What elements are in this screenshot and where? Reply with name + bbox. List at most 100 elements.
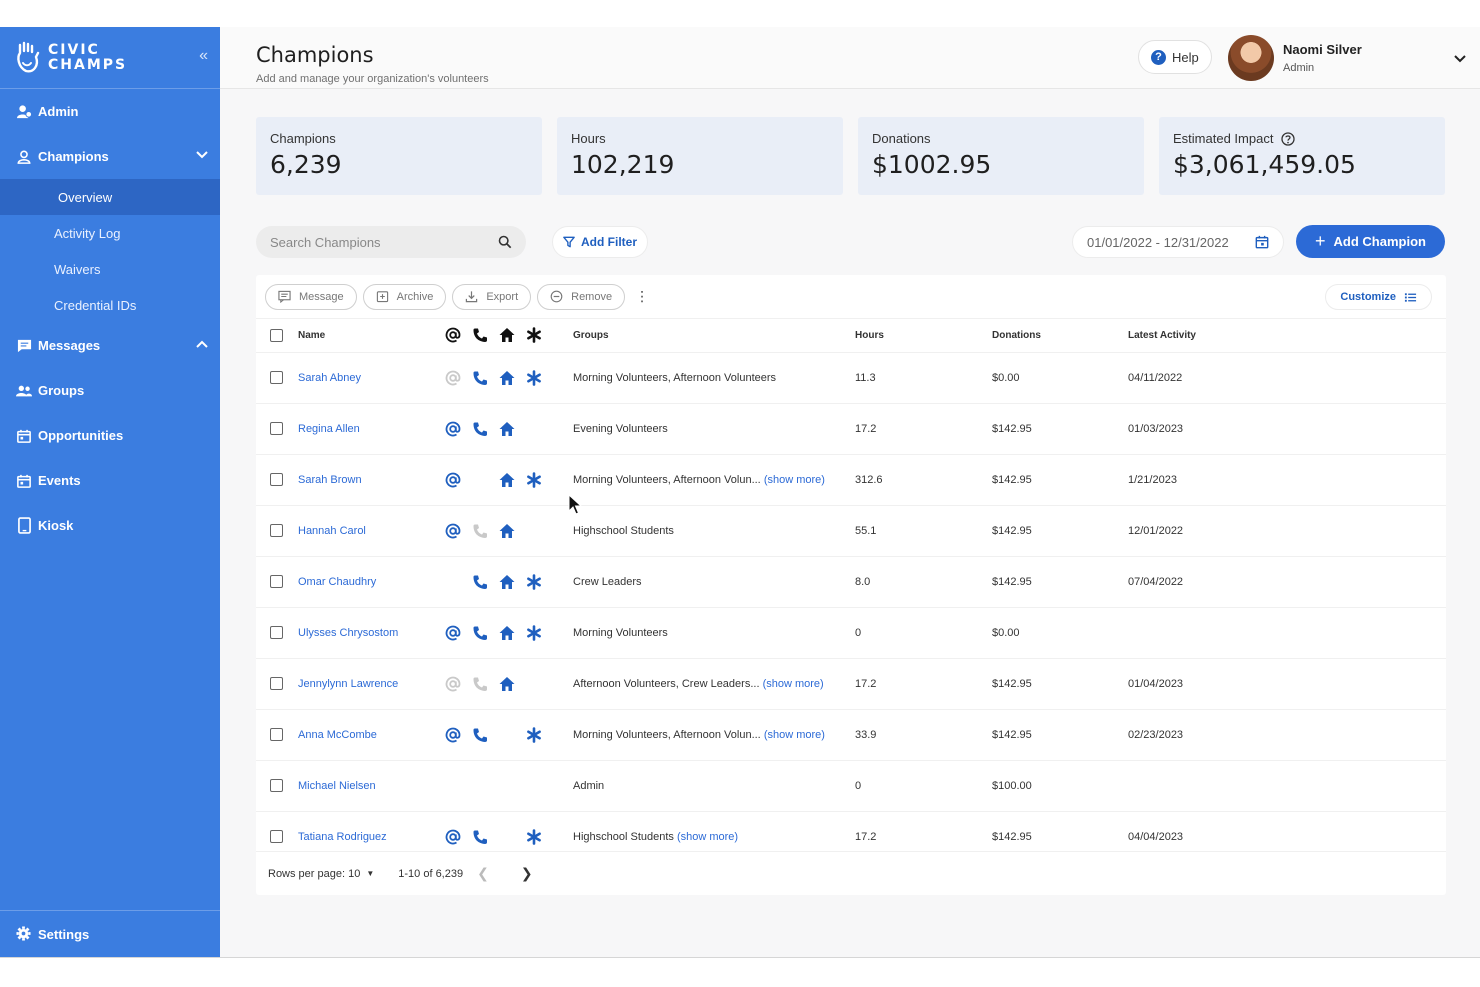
remove-button[interactable]: Remove [537,283,626,310]
empty-icon-slot [526,523,553,539]
donations-cell: $0.00 [992,351,1128,403]
chevron-down-icon[interactable] [1453,51,1467,65]
previous-page-icon[interactable]: ❮ [477,865,489,881]
table-row[interactable]: Regina Allen Evening Volunteers 17.2 $142.… [256,402,1446,454]
row-checkbox[interactable] [270,371,283,384]
sidebar-subitem-overview[interactable]: Overview [0,179,220,215]
champion-name-link[interactable]: Hannah Carol [298,524,366,537]
date-range-picker[interactable]: 01/01/2022 - 12/31/2022 [1072,226,1284,258]
archive-button[interactable]: Archive [362,283,447,310]
table-row[interactable]: Michael Nielsen Admin 0 $100.00 [256,759,1446,811]
stat-label: Hours [571,131,606,146]
add-champion-button[interactable]: + Add Champion [1296,225,1445,258]
champion-name-link[interactable]: Regina Allen [298,422,360,435]
brand-logo[interactable]: CIVIC CHAMPS [0,27,220,89]
champion-name-link[interactable]: Jennylynn Lawrence [298,677,399,690]
row-checkbox[interactable] [270,524,283,537]
table-row[interactable]: Sarah Brown Morning Volunteers, Afternoon… [256,453,1446,505]
latest-activity-cell: 02/23/2023 [1128,708,1446,760]
sidebar-item-events[interactable]: Events [0,458,220,503]
sidebar-subitem-waivers[interactable]: Waivers [54,261,101,277]
donations-cell: $0.00 [992,606,1128,658]
sidebar-item-opportunities[interactable]: Opportunities [0,413,220,458]
email-icon [445,676,472,692]
hand-logo-icon [17,41,40,72]
remove-label: Remove [571,290,613,303]
champion-name-link[interactable]: Sarah Brown [298,473,362,486]
archive-icon [376,291,388,303]
sidebar-subitem-credential-ids[interactable]: Credential IDs [54,297,137,313]
contact-icons [445,828,573,845]
chevron-up-icon[interactable] [196,337,208,351]
column-header-hours[interactable]: Hours [855,329,884,341]
hours-cell: 0 [855,759,992,811]
champion-name-link[interactable]: Michael Nielsen [298,779,376,792]
champion-name-link[interactable]: Omar Chaudhry [298,575,377,588]
asterisk-icon [526,573,553,590]
bulk-actions-bar: Message Archive Export Remove ⋮ Customiz… [256,275,1446,319]
champion-name-link[interactable]: Tatiana Rodriguez [298,830,387,843]
donations-cell: $142.95 [992,402,1128,454]
champion-name-link[interactable]: Sarah Abney [298,371,361,384]
sidebar-item-messages[interactable]: Messages [0,323,220,368]
export-button[interactable]: Export [452,283,532,310]
avatar[interactable] [1228,35,1274,81]
row-checkbox[interactable] [270,575,283,588]
sidebar-item-admin[interactable]: Admin [0,89,220,134]
email-icon [445,421,472,437]
rows-per-page-select[interactable]: Rows per page: 10 ▼ [268,868,374,880]
donations-cell: $142.95 [992,504,1128,556]
sidebar-item-groups[interactable]: Groups [0,368,220,413]
table-row[interactable]: Tatiana Rodriguez Highschool Students (sh… [256,810,1446,862]
next-page-icon[interactable]: ❯ [520,865,533,881]
row-checkbox[interactable] [270,830,283,844]
latest-activity-cell: 01/04/2023 [1128,657,1446,709]
row-checkbox[interactable] [270,626,283,639]
show-more-link[interactable]: (show more) [676,830,739,843]
message-button[interactable]: Message [265,283,357,310]
collapse-sidebar-icon[interactable]: « [199,47,208,64]
row-checkbox[interactable] [270,677,283,690]
sidebar-item-champions[interactable]: Champions [0,134,220,179]
search-input[interactable] [270,234,498,250]
help-button[interactable]: ? Help [1138,40,1212,74]
table-row[interactable]: Sarah Abney Morning Volunteers, Afternoon… [256,351,1446,403]
empty-icon-slot [499,829,526,845]
column-header-name[interactable]: Name [298,329,326,341]
show-more-link[interactable]: (show more) [763,728,825,741]
table-row[interactable]: Ulysses Chrysostom Morning Volunteers 0 $0… [256,606,1446,658]
table-row[interactable]: Jennylynn Lawrence Afternoon Volunteers, … [256,657,1446,709]
select-all-checkbox[interactable] [270,328,283,342]
sidebar-item-settings[interactable]: Settings [0,910,220,957]
latest-activity-cell: 07/04/2022 [1128,555,1446,607]
champion-name-link[interactable]: Ulysses Chrysostom [298,626,399,639]
chevron-down-icon[interactable] [196,148,208,162]
row-checkbox[interactable] [270,473,283,486]
sidebar-subitem-activity-log[interactable]: Activity Log [54,225,121,241]
table-row[interactable]: Anna McCombe Morning Volunteers, Afternoo… [256,708,1446,760]
row-checkbox[interactable] [270,728,283,741]
add-filter-button[interactable]: Add Filter [552,226,648,258]
column-header-groups[interactable]: Groups [573,329,609,341]
groups-cell: Afternoon Volunteers, Crew Leaders... [573,677,760,690]
home-icon [499,625,526,641]
sidebar-item-kiosk[interactable]: Kiosk [0,503,220,548]
latest-activity-cell: 04/04/2023 [1128,810,1446,862]
table-row[interactable]: Omar Chaudhry Crew Leaders 8.0 $142.95 07/0… [256,555,1446,607]
champion-name-link[interactable]: Anna McCombe [298,728,377,741]
more-vertical-icon[interactable]: ⋮ [635,288,650,304]
download-icon [466,291,478,303]
row-checkbox[interactable] [270,779,283,792]
show-more-link[interactable]: (show more) [763,473,825,486]
row-checkbox[interactable] [270,422,283,435]
table-row[interactable]: Hannah Carol Highschool Students 55.1 $142… [256,504,1446,556]
customize-button[interactable]: Customize [1325,284,1432,310]
show-more-link[interactable]: (show more) [762,677,824,690]
empty-icon-slot [445,574,472,590]
stat-card-estimated-impact: Estimated Impact $3,061,459.05 [1159,117,1445,195]
search-icon[interactable] [498,235,512,249]
column-header-latest-activity[interactable]: Latest Activity [1128,329,1196,341]
help-circle-icon[interactable] [1281,131,1296,146]
column-header-donations[interactable]: Donations [992,329,1041,341]
contact-icons [445,471,573,488]
